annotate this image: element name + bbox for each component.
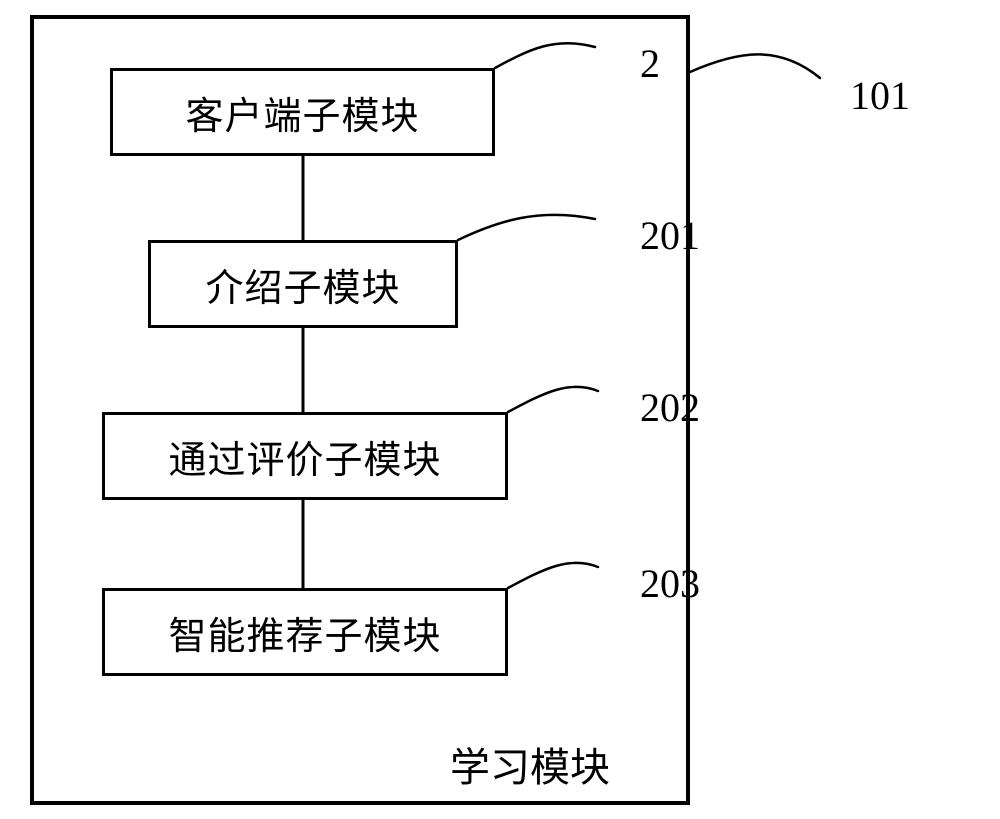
- module-title: 学习模块: [450, 735, 610, 793]
- node-label: 客户端子模块: [185, 85, 419, 140]
- node-label: 通过评价子模块: [168, 429, 441, 484]
- node-client-submodule: 客户端子模块: [110, 68, 495, 156]
- node-evaluate-submodule: 通过评价子模块: [102, 412, 508, 500]
- callout-label: 202: [640, 384, 700, 431]
- diagram-canvas: 客户端子模块 介绍子模块 通过评价子模块 智能推荐子模块 学习模块 2 101 …: [0, 0, 1000, 819]
- callout-label: 2: [640, 40, 660, 87]
- node-intro-submodule: 介绍子模块: [148, 240, 458, 328]
- callout-label: 101: [850, 72, 910, 119]
- node-recommend-submodule: 智能推荐子模块: [102, 588, 508, 676]
- node-label: 介绍子模块: [205, 257, 400, 312]
- callout-label: 203: [640, 560, 700, 607]
- callout-label: 201: [640, 212, 700, 259]
- node-label: 智能推荐子模块: [168, 605, 441, 660]
